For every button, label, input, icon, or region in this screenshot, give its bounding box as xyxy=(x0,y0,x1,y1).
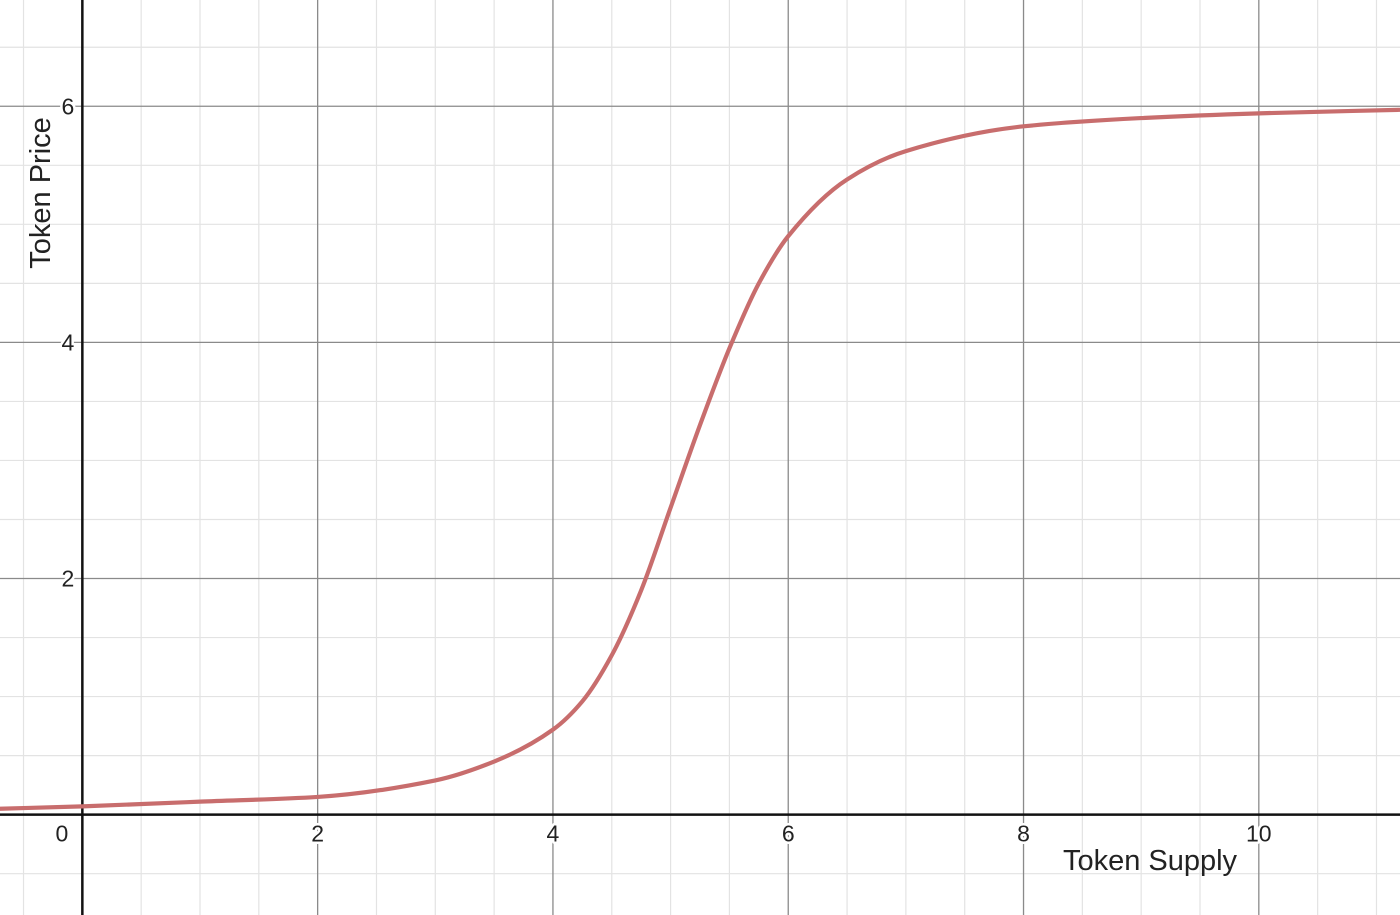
y-tick-label: 6 xyxy=(62,93,75,119)
tick-labels: 0 2 4 6 8 10 2 4 6 xyxy=(53,91,1274,849)
x-tick-label: 0 xyxy=(56,821,69,847)
y-axis-title: Token Price xyxy=(25,117,57,269)
x-tick-label: 2 xyxy=(311,821,324,847)
x-axis-title: Token Supply xyxy=(1063,845,1238,877)
x-tick-label: 4 xyxy=(547,821,560,847)
x-tick-label: 8 xyxy=(1017,821,1030,847)
price-curve-layer xyxy=(0,107,1400,811)
price-curve-line-0 xyxy=(0,107,1400,811)
x-tick-label: 10 xyxy=(1246,821,1272,847)
y-tick-label: 2 xyxy=(62,566,75,592)
y-tick-label: 4 xyxy=(62,329,75,355)
x-tick-label: 6 xyxy=(782,821,795,847)
